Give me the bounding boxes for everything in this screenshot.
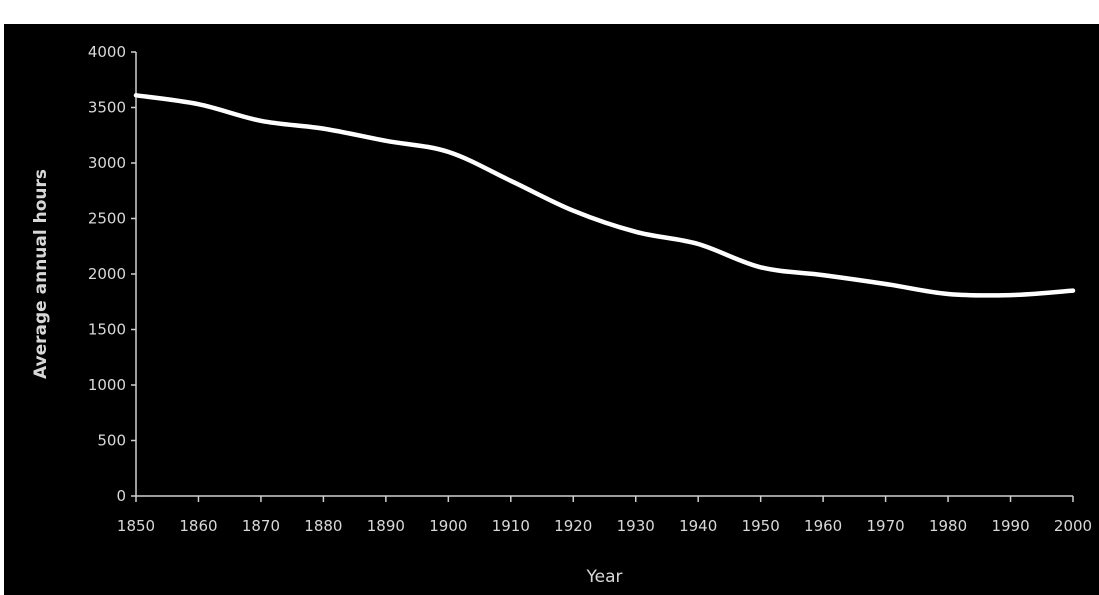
chart-axes xyxy=(135,52,1073,497)
x-tick-label: 1930 xyxy=(617,517,655,535)
x-axis-title: Year xyxy=(586,567,623,587)
series-line xyxy=(133,93,1076,298)
x-tick-label: 1870 xyxy=(242,517,280,535)
y-axis-ticks: 0 500 1000 1500 2000 2500 3000 3500 4000 xyxy=(88,43,136,505)
x-tick-label: 1920 xyxy=(554,517,592,535)
x-tick-label: 1880 xyxy=(304,517,342,535)
x-tick-label: 1900 xyxy=(429,517,467,535)
x-tick-label: 1960 xyxy=(804,517,842,535)
x-tick-label: 1890 xyxy=(367,517,405,535)
x-tick-label: 1910 xyxy=(492,517,530,535)
x-tick-label: 1850 xyxy=(117,517,155,535)
y-tick-label: 1000 xyxy=(88,376,126,394)
x-tick-label: 1980 xyxy=(929,517,967,535)
y-tick-label: 2000 xyxy=(88,265,126,283)
y-tick-label: 4000 xyxy=(88,43,126,61)
y-tick-label: 3500 xyxy=(88,99,126,117)
x-tick-label: 1990 xyxy=(991,517,1029,535)
x-tick-label: 1860 xyxy=(179,517,217,535)
x-tick-label: 2000 xyxy=(1054,517,1092,535)
y-tick-label: 2500 xyxy=(88,210,126,228)
y-tick-label: 0 xyxy=(116,487,126,505)
y-tick-label: 1500 xyxy=(88,321,126,339)
y-tick-label: 500 xyxy=(97,432,126,450)
x-tick-label: 1940 xyxy=(679,517,717,535)
x-tick-label: 1950 xyxy=(742,517,780,535)
x-tick-label: 1970 xyxy=(867,517,905,535)
y-tick-label: 3000 xyxy=(88,154,126,172)
series-group xyxy=(133,93,1076,298)
x-axis-ticks: 1850 1860 1870 1880 1890 1900 1910 1920 1930 1940… xyxy=(117,496,1092,535)
y-axis-title: Average annual hours xyxy=(31,169,51,379)
chart-panel xyxy=(4,24,1099,595)
